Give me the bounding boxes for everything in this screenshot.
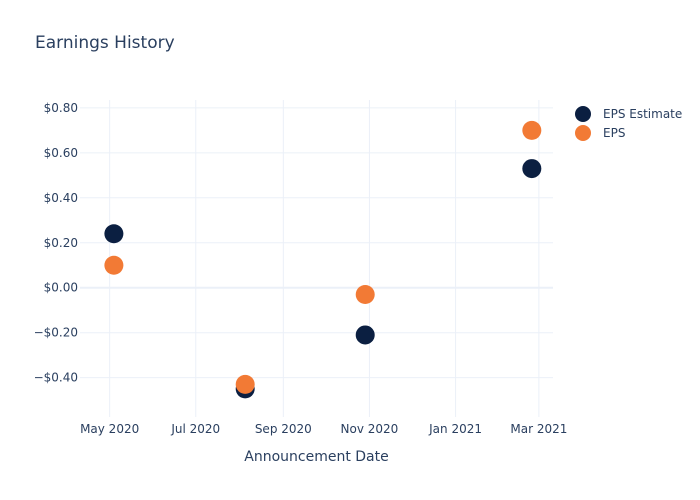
- x-tick-label: Nov 2020: [341, 422, 399, 436]
- x-tick-label: May 2020: [80, 422, 139, 436]
- x-tick-label: Mar 2021: [510, 422, 567, 436]
- data-point-eps-estimate[interactable]: [522, 159, 542, 179]
- x-axis-title: Announcement Date: [244, 449, 388, 465]
- y-tick-label: −$0.40: [34, 371, 78, 385]
- y-tick-label: $0.40: [44, 191, 78, 205]
- data-point-eps[interactable]: [104, 255, 124, 275]
- chart-title: Earnings History: [35, 33, 175, 53]
- legend-label[interactable]: EPS: [603, 126, 625, 140]
- y-axis-ticks: −$0.40 −$0.20 $0.00 $0.20 $0.40 $0.60 $0.80: [34, 101, 78, 385]
- y-tick-label: $0.80: [44, 101, 78, 115]
- data-point-eps-estimate[interactable]: [355, 325, 375, 345]
- points-layer: [104, 120, 542, 399]
- legend-marker[interactable]: [575, 106, 591, 122]
- x-tick-label: Jul 2020: [170, 422, 220, 436]
- x-tick-label: Jan 2021: [428, 422, 482, 436]
- legend-marker[interactable]: [575, 125, 591, 141]
- y-tick-label: $0.60: [44, 146, 78, 160]
- legend[interactable]: EPS Estimate EPS: [575, 106, 682, 141]
- y-tick-label: $0.00: [44, 281, 78, 295]
- y-tick-label: $0.20: [44, 236, 78, 250]
- grid-layer: [80, 100, 553, 417]
- data-point-eps[interactable]: [355, 284, 375, 304]
- legend-label[interactable]: EPS Estimate: [603, 107, 682, 121]
- data-point-eps-estimate[interactable]: [104, 224, 124, 244]
- data-point-eps[interactable]: [522, 120, 542, 140]
- x-tick-label: Sep 2020: [255, 422, 312, 436]
- y-tick-label: −$0.20: [34, 326, 78, 340]
- data-point-eps[interactable]: [235, 374, 255, 394]
- x-axis-ticks: May 2020 Jul 2020 Sep 2020 Nov 2020 Jan 2021…: [80, 422, 567, 436]
